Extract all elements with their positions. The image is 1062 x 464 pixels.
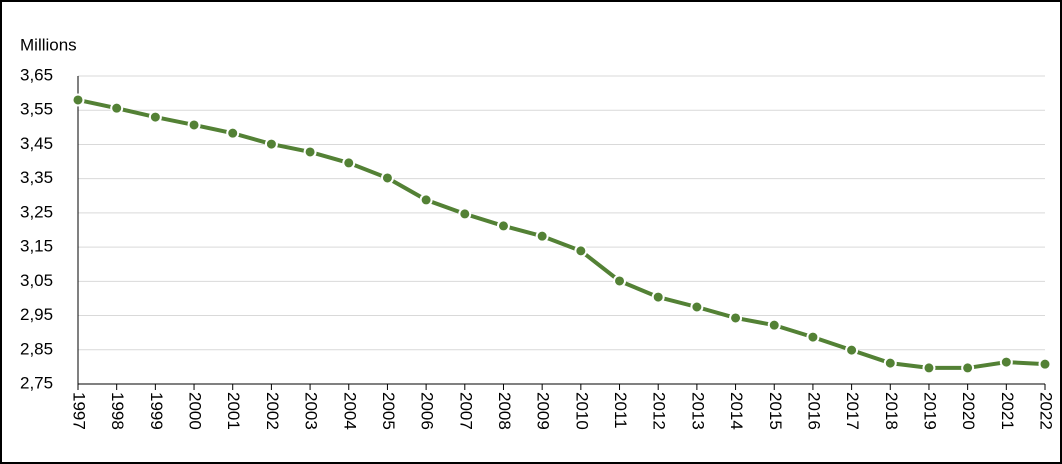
x-tick-label: 1998 bbox=[108, 392, 127, 430]
x-tick-label: 2022 bbox=[1037, 392, 1056, 430]
series-line bbox=[77, 97, 1046, 370]
point bbox=[767, 318, 781, 332]
x-tick-label: 2001 bbox=[224, 392, 243, 430]
point bbox=[342, 156, 356, 170]
x-tick-label: 2004 bbox=[340, 392, 359, 430]
x-tick-label: 2002 bbox=[263, 392, 282, 430]
x-tick-label: 2006 bbox=[418, 392, 437, 430]
x-tick-label: 2009 bbox=[534, 392, 553, 430]
point bbox=[264, 137, 278, 151]
x-tick-label: 2014 bbox=[727, 392, 746, 430]
y-tick-label: 3,35 bbox=[20, 168, 53, 187]
point bbox=[806, 330, 820, 344]
x-tick-label: 2016 bbox=[804, 392, 823, 430]
y-tick-label: 3,45 bbox=[20, 134, 53, 153]
point bbox=[690, 300, 704, 314]
point bbox=[574, 244, 588, 258]
x-tick-label: 2011 bbox=[611, 392, 630, 429]
x-tick-label: 1999 bbox=[147, 392, 166, 430]
point bbox=[845, 343, 859, 357]
y-tick-label: 3,25 bbox=[20, 202, 53, 221]
x-tick-label: 2003 bbox=[302, 392, 321, 430]
x-tick-label: 2007 bbox=[456, 392, 475, 430]
point bbox=[419, 193, 433, 207]
x-tick-label: 2020 bbox=[959, 392, 978, 430]
x-tick-label: 2019 bbox=[920, 392, 939, 430]
point bbox=[961, 361, 975, 375]
y-axis-label: Millions bbox=[20, 35, 77, 54]
x-tick-label: 2017 bbox=[843, 392, 862, 430]
y-tick-label: 3,15 bbox=[20, 237, 53, 256]
point bbox=[999, 355, 1013, 369]
point bbox=[729, 311, 743, 325]
x-tick-label: 2000 bbox=[186, 392, 205, 430]
point bbox=[535, 229, 549, 243]
point bbox=[380, 171, 394, 185]
y-tick-label: 3,65 bbox=[20, 65, 53, 84]
x-tick-label: 2013 bbox=[688, 392, 707, 430]
x-tick-label: 2008 bbox=[495, 392, 514, 430]
y-tick-label: 2,75 bbox=[20, 373, 53, 392]
x-tick-label: 2012 bbox=[650, 392, 669, 430]
point bbox=[922, 361, 936, 375]
point bbox=[187, 118, 201, 132]
y-tick-label: 2,95 bbox=[20, 305, 53, 324]
point bbox=[226, 126, 240, 140]
x-tick-label: 2010 bbox=[572, 392, 591, 430]
point bbox=[651, 290, 665, 304]
x-tick-label: 2015 bbox=[766, 392, 785, 430]
point bbox=[496, 219, 510, 233]
point bbox=[1038, 357, 1052, 371]
point bbox=[613, 274, 627, 288]
x-tick-label: 2005 bbox=[379, 392, 398, 430]
point bbox=[71, 93, 85, 107]
point bbox=[303, 145, 317, 159]
x-tick-label: 2018 bbox=[882, 392, 901, 430]
y-tick-label: 3,05 bbox=[20, 271, 53, 290]
y-tick-label: 2,85 bbox=[20, 339, 53, 358]
y-tick-label: 3,55 bbox=[20, 100, 53, 119]
point bbox=[110, 101, 124, 115]
point bbox=[458, 207, 472, 221]
point bbox=[148, 110, 162, 124]
point bbox=[883, 356, 897, 370]
x-tick-label: 1997 bbox=[70, 392, 89, 430]
x-tick-label: 2021 bbox=[998, 392, 1017, 430]
